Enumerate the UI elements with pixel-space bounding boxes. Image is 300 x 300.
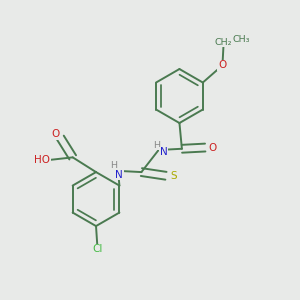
- Text: H: H: [110, 161, 117, 170]
- Text: O: O: [218, 60, 226, 70]
- Text: CH₂: CH₂: [215, 38, 232, 46]
- Text: O: O: [51, 129, 60, 139]
- Text: Cl: Cl: [92, 244, 102, 254]
- Text: CH₃: CH₃: [232, 35, 250, 44]
- Text: O: O: [208, 142, 217, 152]
- Text: HO: HO: [34, 155, 50, 165]
- Text: S: S: [170, 171, 177, 181]
- Text: N: N: [160, 148, 167, 158]
- Text: N: N: [116, 169, 123, 179]
- Text: H: H: [153, 141, 160, 150]
